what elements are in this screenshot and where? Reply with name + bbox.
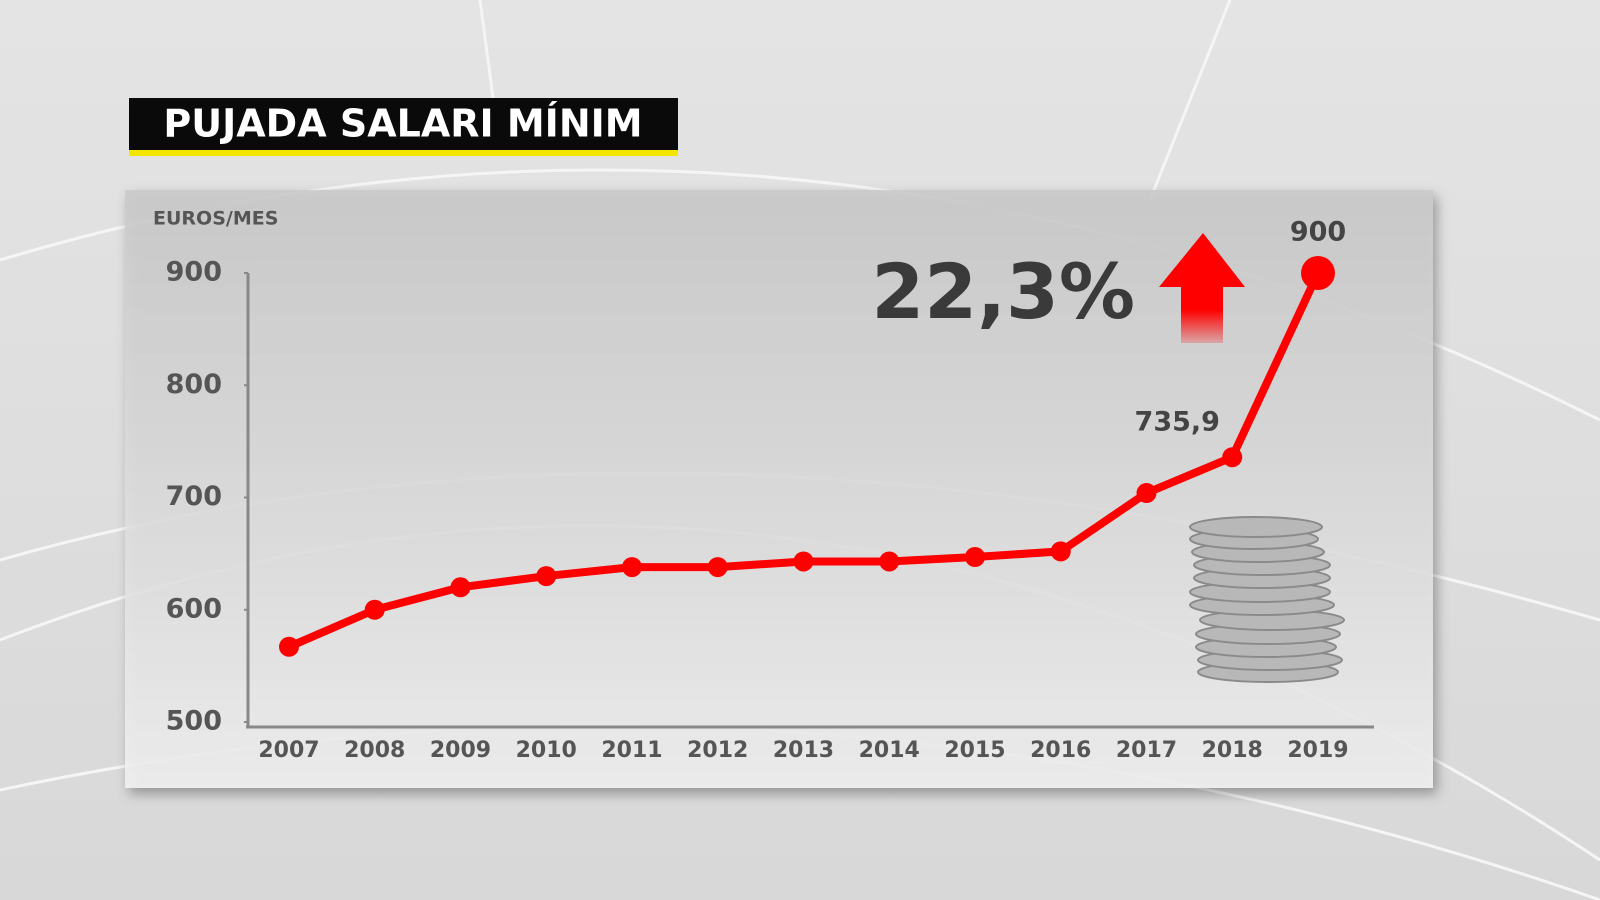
x-tick-label: 2015 xyxy=(944,738,1005,763)
y-axis-label: EUROS/MES xyxy=(153,208,278,230)
y-tick-label: 900 xyxy=(166,257,222,288)
x-tick-label: 2008 xyxy=(344,738,405,763)
point xyxy=(793,551,814,572)
value-label: 735,9 xyxy=(1135,407,1220,438)
point xyxy=(1301,256,1335,290)
point xyxy=(1050,541,1071,562)
point xyxy=(1222,447,1243,468)
x-tick-label: 2017 xyxy=(1116,738,1177,763)
value-label: 900 xyxy=(1290,217,1346,248)
x-tick-label: 2009 xyxy=(430,738,491,763)
title-underline xyxy=(129,150,678,156)
x-tick-label: 2019 xyxy=(1287,738,1348,763)
x-tick-label: 2012 xyxy=(687,738,748,763)
point xyxy=(450,577,471,598)
point xyxy=(364,599,385,620)
x-tick-label: 2011 xyxy=(601,738,662,763)
point xyxy=(536,566,557,587)
y-tick-label: 800 xyxy=(166,369,222,400)
x-tick-label: 2007 xyxy=(258,738,319,763)
x-tick-label: 2010 xyxy=(516,738,577,763)
coins xyxy=(1189,516,1345,683)
y-tick-label: 700 xyxy=(166,481,222,512)
point xyxy=(965,546,985,567)
x-tick-label: 2014 xyxy=(859,738,920,763)
y-tick-label: 600 xyxy=(166,593,222,624)
point xyxy=(879,551,900,572)
chart-title: PUJADA SALARI MÍNIM xyxy=(163,102,642,146)
point xyxy=(622,557,642,578)
point xyxy=(279,636,299,657)
x-tick-label: 2013 xyxy=(773,738,834,763)
x-tick-label: 2018 xyxy=(1202,738,1263,763)
point xyxy=(707,557,728,578)
point xyxy=(1136,483,1157,504)
title-box xyxy=(129,98,678,153)
annotation: 22,3% xyxy=(871,247,1135,336)
y-tick-label: 500 xyxy=(166,706,222,737)
up-arrow xyxy=(1159,233,1245,343)
x-tick-label: 2016 xyxy=(1030,738,1091,763)
